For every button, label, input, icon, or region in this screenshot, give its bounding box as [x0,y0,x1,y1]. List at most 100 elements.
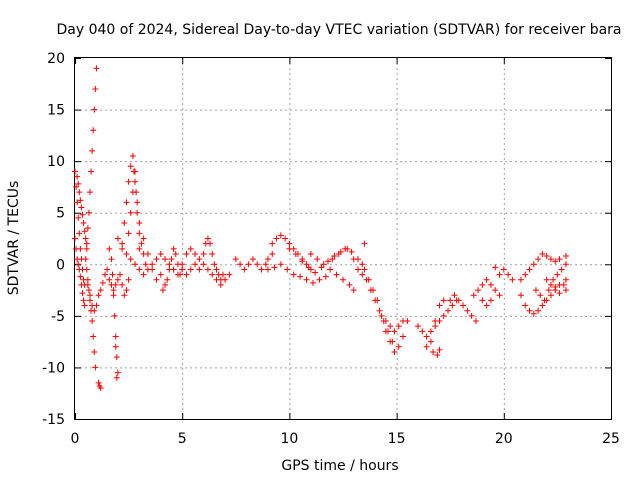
data-point [440,312,447,319]
data-point [460,302,467,309]
data-point [123,199,130,206]
data-point [445,307,452,314]
data-point [192,261,199,268]
data-point [320,261,327,268]
data-point [109,271,116,278]
data-point [159,287,166,294]
data-point [149,266,156,273]
data-point [79,211,86,218]
data-point [264,266,271,273]
data-point [232,256,239,263]
data-point [91,106,98,113]
data-point [556,290,563,297]
data-point [269,250,276,257]
data-point [483,276,490,283]
data-point [88,168,95,175]
data-point [361,240,368,247]
data-point [258,266,265,273]
data-point [125,178,132,185]
data-point [84,281,91,288]
data-points [72,65,569,392]
x-tick-label: 15 [388,431,406,447]
data-point [532,287,539,294]
y-tick-label: 10 [47,154,65,170]
data-point [82,235,89,242]
data-point [404,318,411,325]
data-point [76,230,83,237]
data-point [487,281,494,288]
data-point [468,312,475,319]
data-point [496,271,503,278]
data-point [226,271,233,278]
x-tick-label: 5 [178,431,187,447]
data-point [89,318,96,325]
data-point [299,258,306,265]
data-point [432,323,439,330]
data-point [213,266,220,273]
data-point [245,261,252,268]
data-point [262,261,269,268]
data-point [237,261,244,268]
data-point [123,287,130,294]
data-point [509,276,516,283]
data-point [157,271,164,278]
data-point [427,328,434,335]
data-point [213,276,220,283]
data-point [104,266,111,273]
data-point [554,271,561,278]
data-point [419,328,426,335]
data-point [470,292,477,299]
data-point [292,250,299,257]
data-point [387,323,394,330]
data-point [83,245,90,252]
data-point [172,250,179,257]
data-point [539,302,546,309]
data-point [77,197,84,204]
data-point [284,266,291,273]
data-point [136,220,143,227]
data-point [183,250,190,257]
data-point [391,328,398,335]
data-point [119,281,126,288]
data-point [80,220,87,227]
data-point [455,297,462,304]
data-point [136,266,143,273]
data-point [91,348,98,355]
data-point [562,276,569,283]
data-point [269,240,276,247]
data-point [303,261,310,268]
x-tick-label: 25 [602,431,620,447]
data-point [121,292,128,299]
data-point [286,240,293,247]
data-point [543,253,550,260]
data-point [112,343,119,350]
data-point [526,307,533,314]
data-point [427,338,434,345]
data-point [505,271,512,278]
data-point [387,338,394,345]
y-tick-label: 20 [47,51,65,67]
y-tick-label: 15 [47,103,65,119]
data-point [99,279,106,286]
data-point [535,307,542,314]
data-point [264,256,271,263]
plot-frame [74,57,612,420]
data-point [423,333,430,340]
data-point [129,189,136,196]
data-point [556,256,563,263]
data-point [483,302,490,309]
x-axis-ticks: 0 5 10 15 20 25 [71,58,620,447]
data-point [475,287,482,294]
data-point [119,245,126,252]
data-point [87,292,94,299]
data-point [517,292,524,299]
data-point [359,271,366,278]
data-point [464,307,471,314]
data-point [140,235,147,242]
data-point [134,199,141,206]
data-point [162,256,169,263]
data-point [72,168,78,175]
data-point [400,333,407,340]
data-point [127,256,134,263]
data-point [522,302,529,309]
